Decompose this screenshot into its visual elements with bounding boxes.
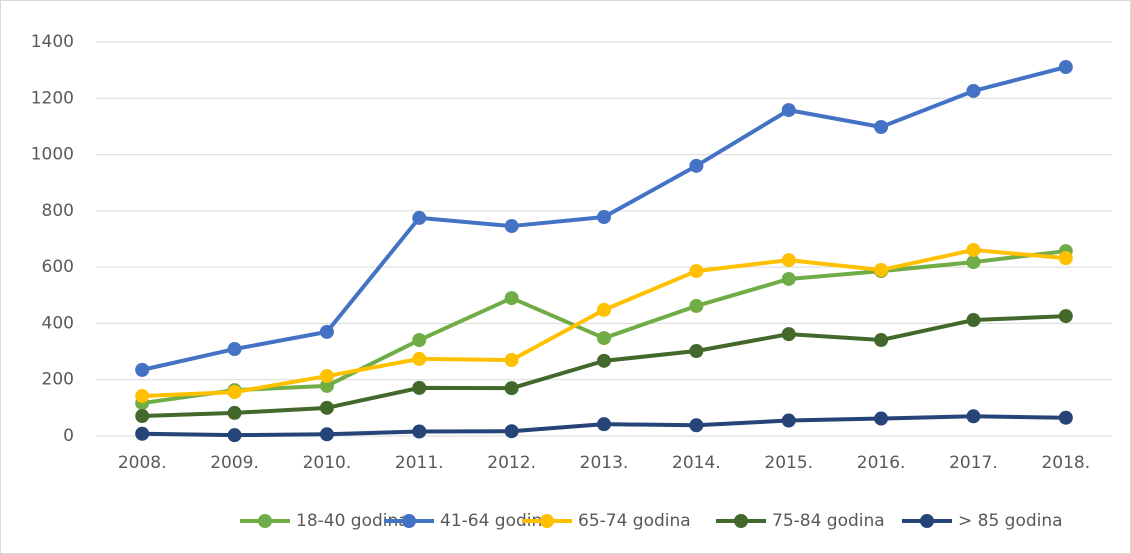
data-point [412, 210, 427, 225]
x-tick-label: 2016. [857, 453, 906, 473]
data-point [319, 369, 334, 384]
x-tick-label: 2010. [303, 453, 352, 473]
data-point [319, 400, 334, 415]
data-point [1058, 410, 1073, 425]
y-tick-label: 1000 [31, 145, 74, 165]
data-point [966, 83, 981, 98]
data-point [504, 291, 519, 306]
data-point [966, 409, 981, 424]
x-tick-label: 2017. [949, 453, 998, 473]
data-point [1058, 309, 1073, 324]
data-point [319, 324, 334, 339]
data-point [966, 242, 981, 257]
x-tick-label: 2014. [672, 453, 721, 473]
data-point [504, 219, 519, 234]
data-point [504, 424, 519, 439]
data-point [319, 427, 334, 442]
data-point [874, 262, 889, 277]
data-point [781, 103, 796, 118]
y-tick-label: 1400 [31, 32, 74, 52]
x-tick-label: 2018. [1041, 453, 1090, 473]
data-point [781, 327, 796, 342]
data-point [597, 210, 611, 225]
legend-label: 18-40 godina [296, 511, 409, 531]
legend-label: 65-74 godina [578, 511, 691, 531]
data-point [781, 253, 796, 268]
data-point [412, 351, 427, 366]
y-tick-label: 200 [42, 370, 74, 390]
legend-label: > 85 godina [958, 511, 1063, 531]
data-point [227, 405, 242, 420]
legend-marker [734, 514, 748, 528]
data-point [689, 298, 704, 313]
legend-label: 75-84 godina [772, 511, 885, 531]
legend-marker [258, 514, 272, 528]
data-point [227, 428, 242, 443]
data-point [874, 333, 889, 348]
data-point [597, 417, 611, 432]
x-tick-label: 2009. [210, 453, 259, 473]
x-tick-label: 2011. [395, 453, 444, 473]
x-tick-label: 2008. [118, 453, 167, 473]
legend-label: 41-64 godine [440, 511, 553, 531]
data-point [412, 333, 427, 348]
legend-marker [920, 514, 934, 528]
data-point [874, 119, 889, 134]
data-point [874, 411, 889, 426]
data-point [504, 353, 519, 368]
data-point [227, 342, 242, 357]
data-point [135, 362, 150, 377]
data-point [966, 313, 981, 328]
x-tick-label: 2012. [487, 453, 536, 473]
data-point [135, 409, 150, 424]
x-tick-label: 2013. [580, 453, 629, 473]
y-tick-label: 1200 [31, 88, 74, 108]
data-point [689, 158, 704, 173]
data-point [135, 389, 150, 404]
data-point [1058, 60, 1073, 75]
data-point [597, 353, 611, 368]
data-point [412, 380, 427, 395]
legend-marker [402, 514, 416, 528]
y-tick-label: 0 [63, 426, 74, 446]
data-point [597, 331, 611, 346]
data-point [504, 381, 519, 396]
data-point [319, 378, 334, 393]
data-point [689, 344, 704, 359]
legend-marker [540, 514, 554, 528]
data-point [781, 271, 796, 286]
y-tick-label: 800 [42, 201, 74, 221]
x-tick-label: 2015. [764, 453, 813, 473]
data-point [1058, 251, 1073, 266]
y-tick-label: 600 [42, 257, 74, 277]
data-point [412, 424, 427, 439]
data-point [135, 426, 150, 441]
data-point [597, 302, 611, 317]
data-point [689, 264, 704, 279]
data-point [227, 385, 242, 400]
data-point [966, 255, 981, 270]
data-point [689, 418, 704, 433]
data-point [781, 413, 796, 428]
y-tick-label: 400 [42, 313, 74, 333]
